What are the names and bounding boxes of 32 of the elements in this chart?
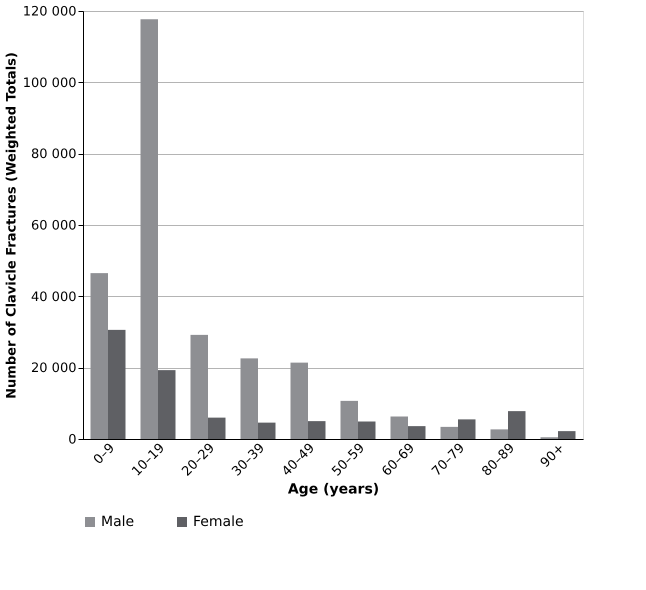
x-tick-label: 90+ (538, 440, 568, 471)
bar (390, 416, 408, 439)
y-tick-label: 0 (68, 432, 76, 448)
bar (190, 334, 208, 439)
bar (340, 400, 358, 439)
bar (108, 330, 126, 439)
y-tick-label: 120 000 (22, 4, 76, 20)
bar (408, 426, 426, 439)
bar (308, 421, 326, 439)
y-tick-label: 40 000 (31, 290, 76, 305)
bar (140, 19, 158, 439)
bar (490, 429, 508, 439)
bar (90, 273, 108, 439)
bar (508, 411, 526, 439)
x-axis-title: Age (years) (288, 482, 380, 498)
legend-label: Female (193, 514, 244, 530)
y-tick-label: 60 000 (31, 218, 76, 234)
bar (358, 422, 376, 439)
bar (458, 419, 476, 439)
bar (240, 358, 258, 439)
y-tick-label: 20 000 (31, 361, 76, 376)
bar (440, 426, 458, 439)
bar (208, 418, 226, 439)
y-axis-title: Number of Clavicle Fractures (Weighted Totals) (4, 52, 20, 399)
x-tick-label: 0–9 (90, 440, 118, 468)
bar (258, 422, 276, 439)
y-tick-label: 80 000 (31, 147, 76, 162)
legend-label: Male (101, 514, 134, 530)
bar (558, 431, 576, 439)
bar (290, 362, 308, 439)
y-tick-label: 100 000 (22, 76, 76, 91)
bar (158, 370, 176, 439)
